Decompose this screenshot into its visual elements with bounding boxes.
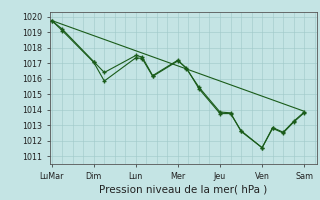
- X-axis label: Pression niveau de la mer( hPa ): Pression niveau de la mer( hPa ): [99, 185, 267, 195]
